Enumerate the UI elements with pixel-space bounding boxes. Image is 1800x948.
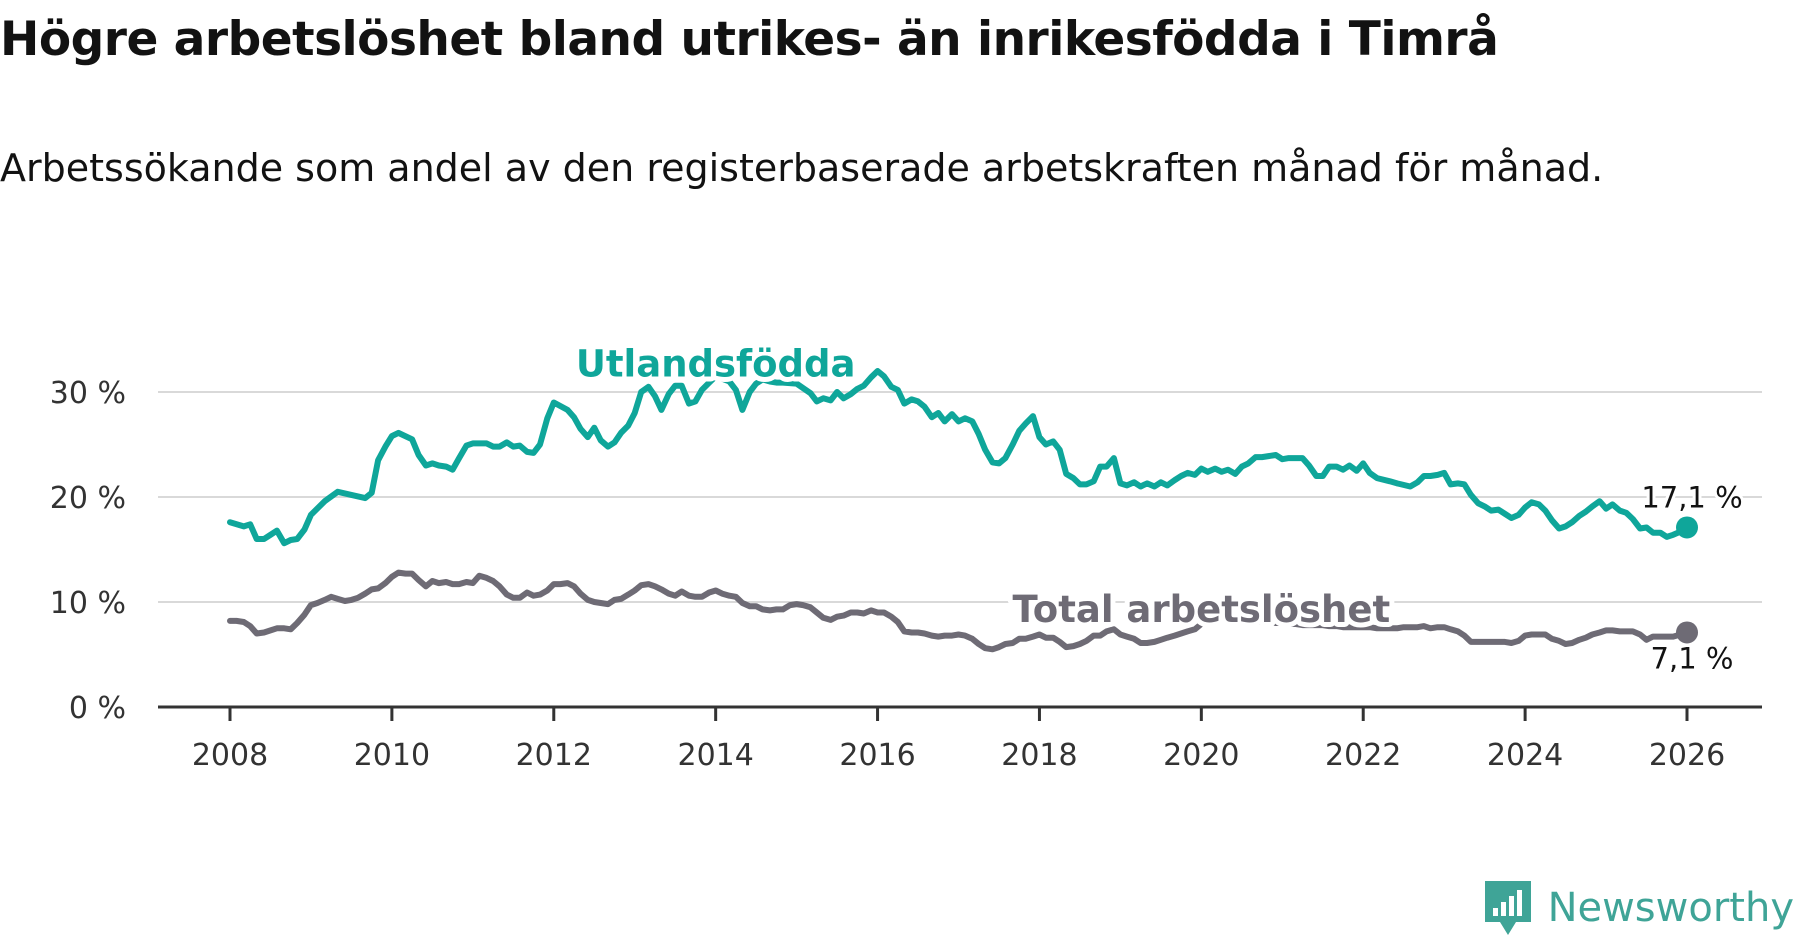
y-tick-label: 0 % [69,691,126,726]
series-end-point [1676,621,1698,644]
x-tick-label: 2010 [354,738,430,773]
x-tick-label: 2026 [1649,738,1725,773]
x-tick-label: 2012 [516,738,592,773]
y-tick-label: 20 % [50,481,126,516]
x-tick-label: 2022 [1325,738,1401,773]
grid-lines [158,391,1762,603]
series-line-total [227,569,1690,653]
x-tick-label: 2014 [677,738,753,773]
y-tick-label: 30 % [50,376,126,411]
x-tick-label: 2016 [839,738,915,773]
y-tick-label: 10 % [50,586,126,621]
series-label-utlandsfodda: Utlandsfödda [576,342,856,385]
x-tick-label: 2018 [1001,738,1077,773]
brand-name: Newsworthy [1547,885,1794,931]
x-tick-label: 2024 [1487,738,1563,773]
chart-subtitle: Arbetssökande som andel av den registerb… [0,146,1604,190]
newsworthy-logo-icon [1484,881,1531,935]
end-value-label: 7,1 % [1651,641,1734,675]
series-line-utlandsfodda [227,368,1690,547]
series-label-total: Total arbetslöshet [1012,588,1390,631]
x-tick-label: 2020 [1163,738,1239,773]
axes: 0 % 10 % 20 % 30 % 2008 2010 2012 2014 2016 2018 2… [50,376,1762,773]
series-end-point [1676,516,1698,539]
newsworthy-logo[interactable]: Newsworthy [1482,868,1794,948]
end-value-label: 17,1 % [1641,480,1742,514]
x-tick-label: 2008 [192,738,268,773]
series-lines [227,368,1698,653]
series-labels: Utlandsfödda Total arbetslöshet 17,1 % 7,1 … [571,337,1746,678]
chart-title: Högre arbetslöshet bland utrikes- än inr… [0,12,1499,67]
